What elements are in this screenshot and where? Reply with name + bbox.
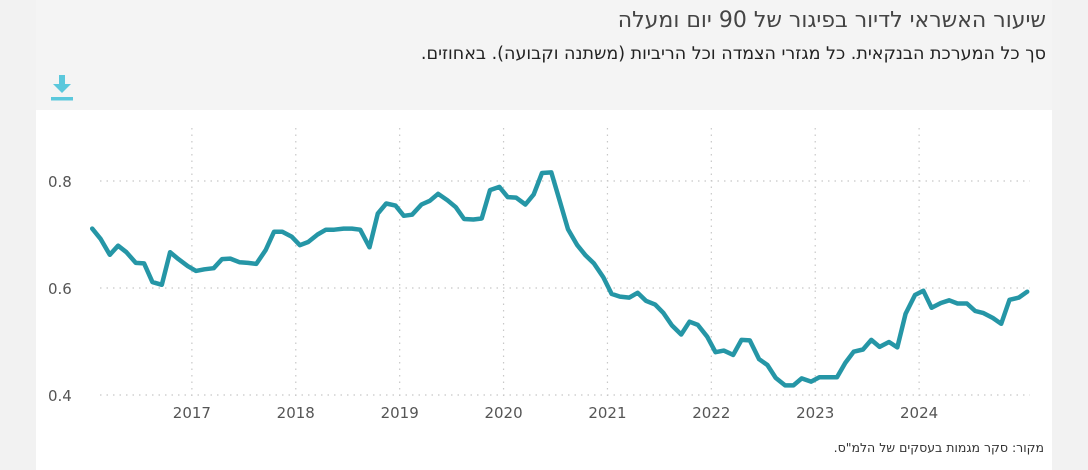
chart-title: שיעור האשראי לדיור בפיגור של 90 יום ומעל… <box>617 8 1046 33</box>
x-tick-label: 2019 <box>381 404 419 422</box>
download-icon[interactable] <box>48 72 76 102</box>
chart-subtitle: סך כל המערכת הבנקאית. כל מגזרי הצמדה וכל… <box>420 44 1046 64</box>
y-tick-label: 0.8 <box>48 173 72 191</box>
x-tick-label: 2021 <box>588 404 626 422</box>
x-tick-label: 2024 <box>900 404 938 422</box>
source-note: מקור: סקר מגמות בעסקים של הלמ"ס. <box>833 440 1044 455</box>
x-tick-label: 2018 <box>277 404 315 422</box>
y-tick-label: 0.4 <box>48 387 72 405</box>
series-line <box>89 170 1030 388</box>
y-tick-label: 0.6 <box>48 280 72 298</box>
x-tick-label: 2017 <box>173 404 211 422</box>
x-tick-label: 2023 <box>796 404 834 422</box>
x-tick-label: 2020 <box>484 404 522 422</box>
plot-area <box>36 110 1052 470</box>
x-tick-label: 2022 <box>692 404 730 422</box>
